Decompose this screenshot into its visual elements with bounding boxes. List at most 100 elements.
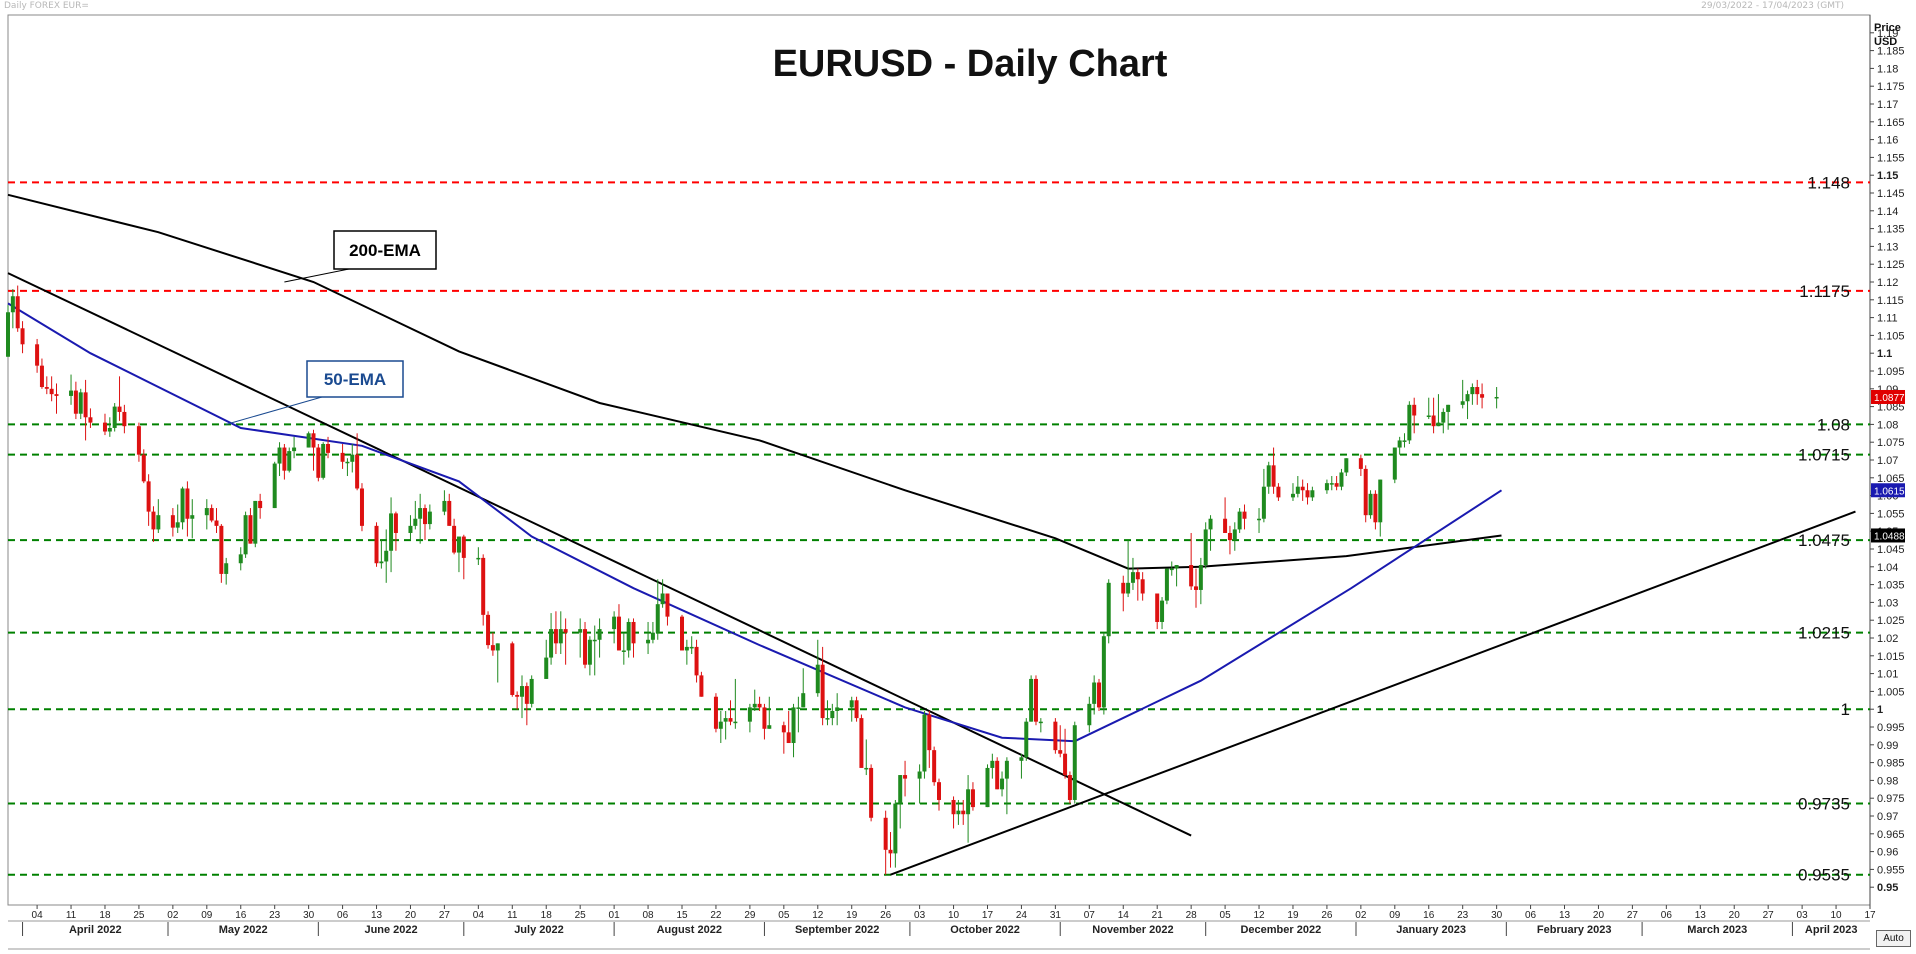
candle-body	[558, 629, 563, 644]
candle-body	[1460, 401, 1465, 405]
candle-body	[1160, 600, 1165, 622]
candle-body	[563, 629, 568, 633]
instrument-label: Daily FOREX EUR=	[4, 1, 89, 11]
candle-body	[316, 447, 321, 478]
candle-body	[1324, 483, 1329, 491]
price-tag-label: 1.0615	[1874, 486, 1905, 497]
candle-body	[835, 707, 840, 711]
price-tick-label: 0.97	[1877, 811, 1898, 823]
candle-body	[718, 721, 723, 729]
date-tick-label: 20	[1593, 910, 1605, 921]
date-tick-label: 10	[1830, 910, 1842, 921]
candle-body	[180, 488, 185, 523]
candle-body	[272, 463, 277, 509]
price-tick-label: 1.005	[1877, 686, 1905, 698]
candle-body	[1305, 490, 1310, 498]
date-tick-label: 24	[1016, 910, 1028, 921]
candle-body	[1358, 458, 1363, 469]
candle-body	[951, 799, 956, 815]
candle-body	[1363, 468, 1368, 516]
annotation-pointer	[284, 268, 350, 283]
date-tick-label: 16	[235, 910, 247, 921]
candle-body	[1067, 775, 1072, 800]
price-axis[interactable]: Price USD 1.19 1.185 1.18 1.175 1.17 1.165 1.1…	[1870, 22, 1905, 894]
annotation-pointer	[226, 396, 323, 425]
ema-line	[7, 193, 1502, 570]
price-tick-label: 1.04	[1877, 562, 1898, 574]
level-label: 1.08	[1817, 415, 1850, 434]
date-tick-label: 22	[710, 910, 722, 921]
candle-body	[1257, 518, 1262, 521]
annotation-box	[306, 360, 404, 398]
date-tick-label: 02	[1355, 910, 1367, 921]
date-tick-label: 05	[778, 910, 790, 921]
date-tick-label: 30	[1491, 910, 1503, 921]
candle-body	[893, 803, 898, 854]
candle-body	[937, 782, 941, 800]
candle-body	[1189, 565, 1194, 587]
date-tick-label: 14	[1118, 910, 1130, 921]
candle-body	[490, 645, 495, 651]
trendline	[890, 510, 1856, 876]
candle-body	[423, 508, 428, 525]
price-tick-label: 0.95	[1877, 882, 1898, 894]
level-label: 1.0475	[1798, 531, 1850, 550]
price-tick-label: 1.11	[1877, 313, 1898, 325]
price-tick-label: 1.125	[1877, 259, 1905, 271]
candle-body	[1072, 725, 1077, 800]
date-tick-label: 30	[303, 910, 315, 921]
candle-body	[306, 433, 311, 448]
candle-body	[903, 775, 908, 779]
candle-body	[1106, 582, 1111, 637]
candle-body	[1135, 572, 1140, 580]
price-tick-label: 1.03	[1877, 597, 1898, 609]
candle-body	[185, 488, 190, 519]
date-tick-label: 11	[66, 910, 77, 921]
price-tick-label: 1.175	[1877, 81, 1905, 93]
price-tick-label: 1.17	[1877, 99, 1898, 111]
candle-body	[1140, 579, 1145, 594]
date-tick-label: 03	[1797, 910, 1809, 921]
candle-body	[961, 810, 966, 815]
candle-body	[689, 646, 694, 649]
auto-scale-button[interactable]: Auto	[1876, 930, 1911, 947]
candle-body	[54, 394, 59, 396]
level-label: 1	[1841, 700, 1850, 719]
month-label: October 2022	[950, 924, 1020, 936]
candle-body	[1038, 721, 1043, 724]
candle-body	[616, 616, 621, 651]
candle-body	[786, 732, 791, 744]
candle-body	[631, 621, 636, 644]
level-label: 0.9535	[1798, 866, 1850, 885]
candle-body	[44, 387, 49, 389]
candle-body	[747, 707, 752, 722]
candle-body	[1024, 721, 1029, 758]
date-tick-label: 06	[337, 910, 349, 921]
date-tick-label: 13	[371, 910, 383, 921]
date-tick-label: 25	[575, 910, 587, 921]
price-tick-label: 1.085	[1877, 402, 1905, 414]
month-label: August 2022	[657, 924, 722, 936]
candle-body	[1407, 404, 1412, 441]
date-axis[interactable]: 04 11 18 25 02 09 16 23 30 06 13 20 27 04 11 18 25 01 08 15…	[22, 905, 1876, 936]
candle-body	[427, 511, 432, 525]
date-tick-label: 29	[744, 910, 756, 921]
candle-body	[355, 454, 360, 489]
price-tick-label: 0.955	[1877, 864, 1905, 876]
date-tick-label: 13	[1559, 910, 1571, 921]
candle-body	[1300, 486, 1305, 491]
candle-body	[626, 621, 631, 651]
candle-body	[224, 563, 229, 574]
candle-body	[1329, 483, 1334, 485]
candlesticks	[6, 285, 1499, 875]
date-tick-label: 11	[507, 910, 518, 921]
price-tick-label: 0.965	[1877, 829, 1905, 841]
price-tick-label: 1.025	[1877, 615, 1905, 627]
candle-body	[1203, 529, 1208, 566]
candle-body	[413, 518, 418, 526]
candle-body	[282, 447, 287, 471]
candle-body	[35, 344, 40, 366]
candle-body	[442, 500, 447, 512]
date-tick-label: 09	[1389, 910, 1401, 921]
